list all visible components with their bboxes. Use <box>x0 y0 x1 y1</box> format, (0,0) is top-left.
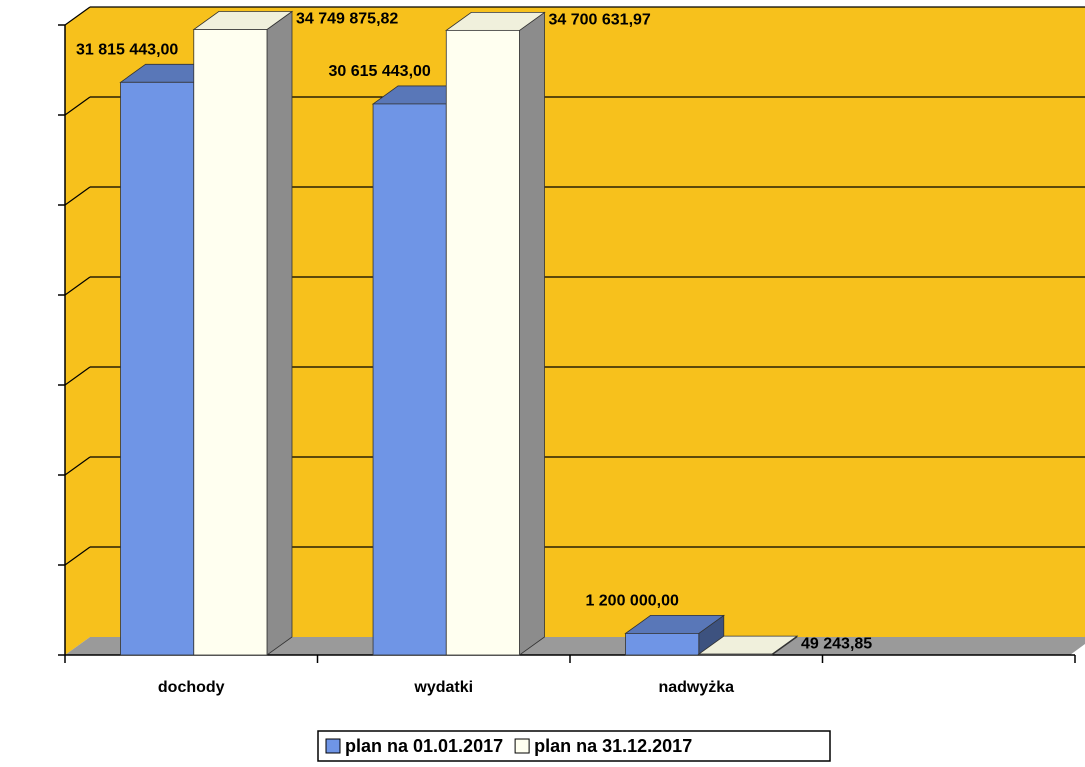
data-label: 34 700 631,97 <box>549 12 651 29</box>
data-label: 34 749 875,82 <box>296 11 398 28</box>
data-label: 31 815 443,00 <box>76 42 178 59</box>
data-label: 30 615 443,00 <box>328 63 430 80</box>
bar <box>120 81 195 656</box>
bar <box>193 29 268 656</box>
data-label: 1 200 000,00 <box>585 593 679 610</box>
bar-side <box>519 11 545 656</box>
grid-line <box>64 456 91 476</box>
legend-label: plan na 31.12.2017 <box>534 736 692 756</box>
bar <box>445 29 520 656</box>
bar <box>698 653 773 656</box>
plot-wall <box>65 7 1085 655</box>
grid-line <box>64 96 91 116</box>
grid-line <box>64 6 91 26</box>
grid-line <box>64 366 91 386</box>
x-tick-label: wydatki <box>413 679 473 696</box>
legend-swatch <box>514 738 530 754</box>
legend <box>317 730 831 762</box>
legend-swatch <box>325 738 341 754</box>
x-tick-label: dochody <box>158 679 225 696</box>
bar-side <box>266 10 293 656</box>
data-label: 49 243,85 <box>801 635 872 652</box>
grid-line <box>64 186 91 206</box>
grid-line <box>64 546 91 566</box>
x-tick-label: nadwyżka <box>658 679 734 696</box>
bar <box>372 103 447 656</box>
grid-line <box>64 276 91 296</box>
plot-floor <box>65 637 1085 655</box>
bar <box>625 633 700 656</box>
legend-label: plan na 01.01.2017 <box>345 736 503 756</box>
